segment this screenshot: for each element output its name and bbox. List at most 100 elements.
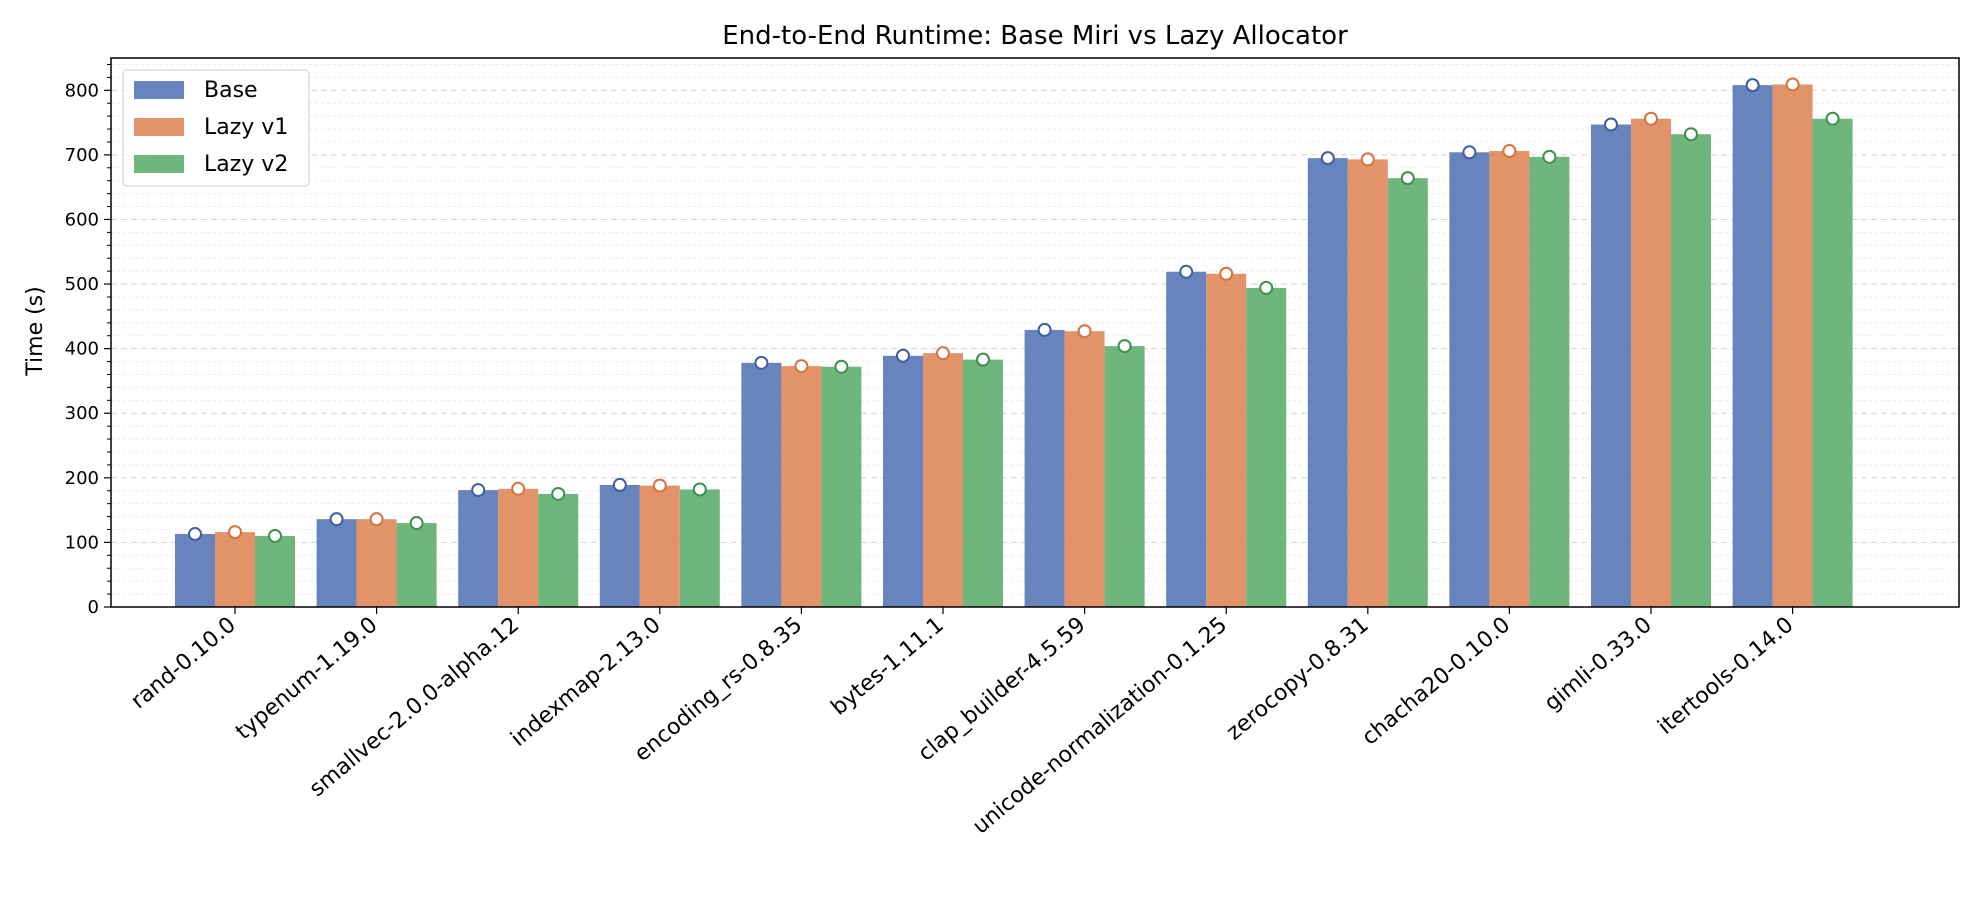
bar xyxy=(175,534,215,607)
bar-marker xyxy=(936,346,950,361)
bar-marker xyxy=(1542,149,1557,164)
y-tick-label: 0 xyxy=(88,597,99,618)
bar xyxy=(1591,124,1631,607)
bar xyxy=(741,362,782,607)
bar-marker xyxy=(409,516,424,531)
bar xyxy=(963,359,1003,607)
bar-marker xyxy=(692,482,707,497)
bar-markers xyxy=(188,77,1840,543)
x-tick-label: gimli-0.33.0 xyxy=(1540,612,1657,716)
x-tick-label: chacha20-0.10.0 xyxy=(1358,612,1516,750)
bar xyxy=(1166,271,1207,607)
legend-label: Base xyxy=(204,78,258,103)
bar xyxy=(821,366,862,607)
y-tick-label: 500 xyxy=(65,274,99,295)
bar xyxy=(1529,156,1570,607)
bar xyxy=(1631,118,1671,607)
bar xyxy=(215,532,255,607)
bar-marker xyxy=(652,478,667,493)
bar-marker xyxy=(754,355,769,370)
bar-marker xyxy=(228,525,242,540)
bar-marker xyxy=(1179,264,1194,279)
bar xyxy=(1449,152,1490,607)
bar-marker xyxy=(1502,144,1517,159)
bar xyxy=(1064,331,1105,607)
bar xyxy=(538,493,579,607)
bar xyxy=(1812,118,1853,607)
x-tick-label: bytes-1.11.1 xyxy=(827,612,949,720)
bar-marker xyxy=(1117,339,1132,354)
bar-marker xyxy=(1644,111,1658,126)
bar-marker xyxy=(896,348,910,363)
y-axis-ticks: 0 100 200 300 400 500 600 700 800 xyxy=(65,63,111,618)
bar-marker xyxy=(1320,151,1335,166)
x-tick-label: rand-0.10.0 xyxy=(126,612,240,714)
bar-marker xyxy=(1825,111,1840,126)
y-tick-label: 700 xyxy=(65,145,99,166)
bar-marker xyxy=(1785,77,1800,92)
bar-marker xyxy=(1745,78,1760,93)
bar-marker xyxy=(369,512,384,527)
bar xyxy=(316,519,357,607)
bar xyxy=(1347,159,1388,607)
legend-label: Lazy v1 xyxy=(204,115,288,140)
bar xyxy=(1772,84,1813,607)
x-tick-label: unicode-normalization-0.1.25 xyxy=(968,612,1232,839)
x-tick-label: zerocopy-0.8.31 xyxy=(1222,612,1374,745)
x-tick-label: itertools-0.14.0 xyxy=(1653,612,1798,739)
bar xyxy=(1489,151,1530,607)
y-tick-label: 400 xyxy=(65,339,99,360)
bar-marker xyxy=(471,483,486,498)
bar-marker xyxy=(1400,171,1415,186)
y-tick-label: 300 xyxy=(65,403,99,424)
plot-frame xyxy=(110,57,1960,608)
legend: Base Lazy v1 Lazy v2 xyxy=(122,69,310,187)
bar xyxy=(639,485,680,607)
bar-marker xyxy=(794,359,809,374)
x-axis-ticks: rand-0.10.0typenum-1.19.0smallvec-2.0.0-… xyxy=(126,607,1798,839)
bar-marker xyxy=(511,481,526,496)
y-tick-label: 200 xyxy=(65,468,99,489)
bar xyxy=(458,490,499,607)
bars xyxy=(175,84,1853,608)
bar xyxy=(396,523,437,607)
y-tick-label: 100 xyxy=(65,532,99,553)
bar xyxy=(1671,134,1711,607)
bar-marker xyxy=(1462,145,1477,160)
bar xyxy=(1732,85,1773,607)
legend-label: Lazy v2 xyxy=(204,152,288,177)
bar-marker xyxy=(1604,117,1618,132)
bar xyxy=(679,489,720,607)
x-tick-label: typenum-1.19.0 xyxy=(231,612,382,745)
chart-title: End-to-End Runtime: Base Miri vs Lazy Al… xyxy=(722,21,1348,51)
bar-marker xyxy=(1259,280,1274,295)
legend-swatch xyxy=(134,81,184,99)
bar-marker xyxy=(1219,266,1234,281)
bar-marker xyxy=(612,477,627,492)
bar xyxy=(1307,158,1348,608)
bar xyxy=(1206,273,1247,607)
bar xyxy=(1024,329,1065,607)
bar-marker xyxy=(268,528,282,543)
bar-marker xyxy=(551,486,566,501)
bar xyxy=(356,519,397,607)
bar xyxy=(498,488,539,607)
bar xyxy=(781,366,822,607)
legend-swatch xyxy=(134,155,184,173)
bar xyxy=(1387,178,1428,607)
bar xyxy=(1246,287,1287,607)
bar-marker xyxy=(329,512,344,527)
bar xyxy=(923,353,963,607)
bar-marker xyxy=(1360,152,1375,167)
y-tick-label: 800 xyxy=(65,80,99,101)
bar xyxy=(883,355,923,607)
y-tick-label: 600 xyxy=(65,209,99,230)
bar-marker xyxy=(1037,322,1052,337)
bar-marker xyxy=(834,359,849,374)
bar-marker xyxy=(1077,324,1092,339)
bar xyxy=(1104,346,1145,607)
legend-swatch xyxy=(134,118,184,136)
bar-marker xyxy=(1684,127,1698,142)
bar xyxy=(599,484,640,607)
